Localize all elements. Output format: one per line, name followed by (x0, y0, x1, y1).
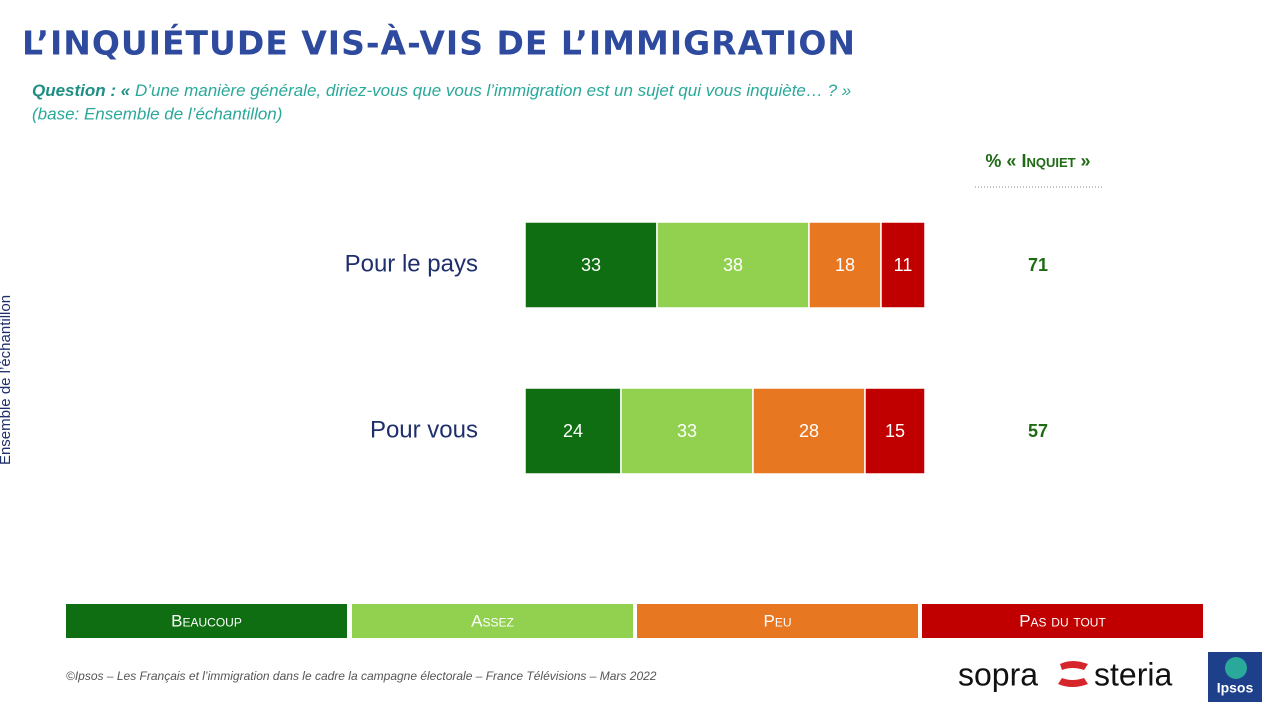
total-label: 57 (1028, 421, 1048, 441)
legend-swatch (66, 604, 347, 638)
bar-segment (620, 387, 754, 475)
side-label: Ensemble de l’échantillon (0, 295, 14, 465)
logo-steria: steria (1094, 656, 1172, 692)
logo-ipsos: Ipsos (1217, 680, 1254, 696)
title: L’INQUIÉTUDE VIS-À-VIS DE L’IMMIGRATION (22, 23, 856, 63)
total-label: 71 (1028, 255, 1048, 275)
base: (base: Ensemble de l’échantillon) (32, 104, 282, 123)
logo-mark (1058, 661, 1088, 687)
question: Question : « D’une manière générale, dir… (32, 81, 851, 100)
question-text: D’une manière générale, diriez-vous que … (135, 81, 851, 100)
totals-header: % « Inquiet » (985, 151, 1090, 171)
category-label: Pour le pays (345, 250, 478, 277)
category-label: Pour vous (370, 416, 478, 443)
bar-segment (880, 221, 926, 309)
legend-label: Peu (763, 611, 791, 630)
legend-label: Beaucoup (171, 611, 242, 630)
value-label: 28 (799, 421, 819, 441)
bar-segment (524, 221, 658, 309)
logo-sopra: sopra (958, 656, 1038, 692)
ipsos-circle (1225, 657, 1247, 679)
legend-label: Assez (471, 611, 514, 630)
value-label: 38 (723, 255, 743, 275)
value-label: 33 (677, 421, 697, 441)
value-label: 11 (894, 255, 913, 275)
value-label: 15 (885, 421, 905, 441)
legend-swatch (352, 604, 633, 638)
footer: ©Ipsos – Les Français et l’immigration d… (66, 669, 657, 683)
bar-segment (524, 387, 622, 475)
bar-segment (808, 221, 882, 309)
bar-segment (752, 387, 866, 475)
value-label: 18 (835, 255, 855, 275)
legend-label: Pas du tout (1019, 611, 1106, 630)
bar-segment (864, 387, 926, 475)
value-label: 24 (563, 421, 583, 441)
question-label: Question : « (32, 81, 131, 100)
value-label: 33 (581, 255, 601, 275)
legend-swatch (637, 604, 918, 638)
legend-swatch (922, 604, 1203, 638)
